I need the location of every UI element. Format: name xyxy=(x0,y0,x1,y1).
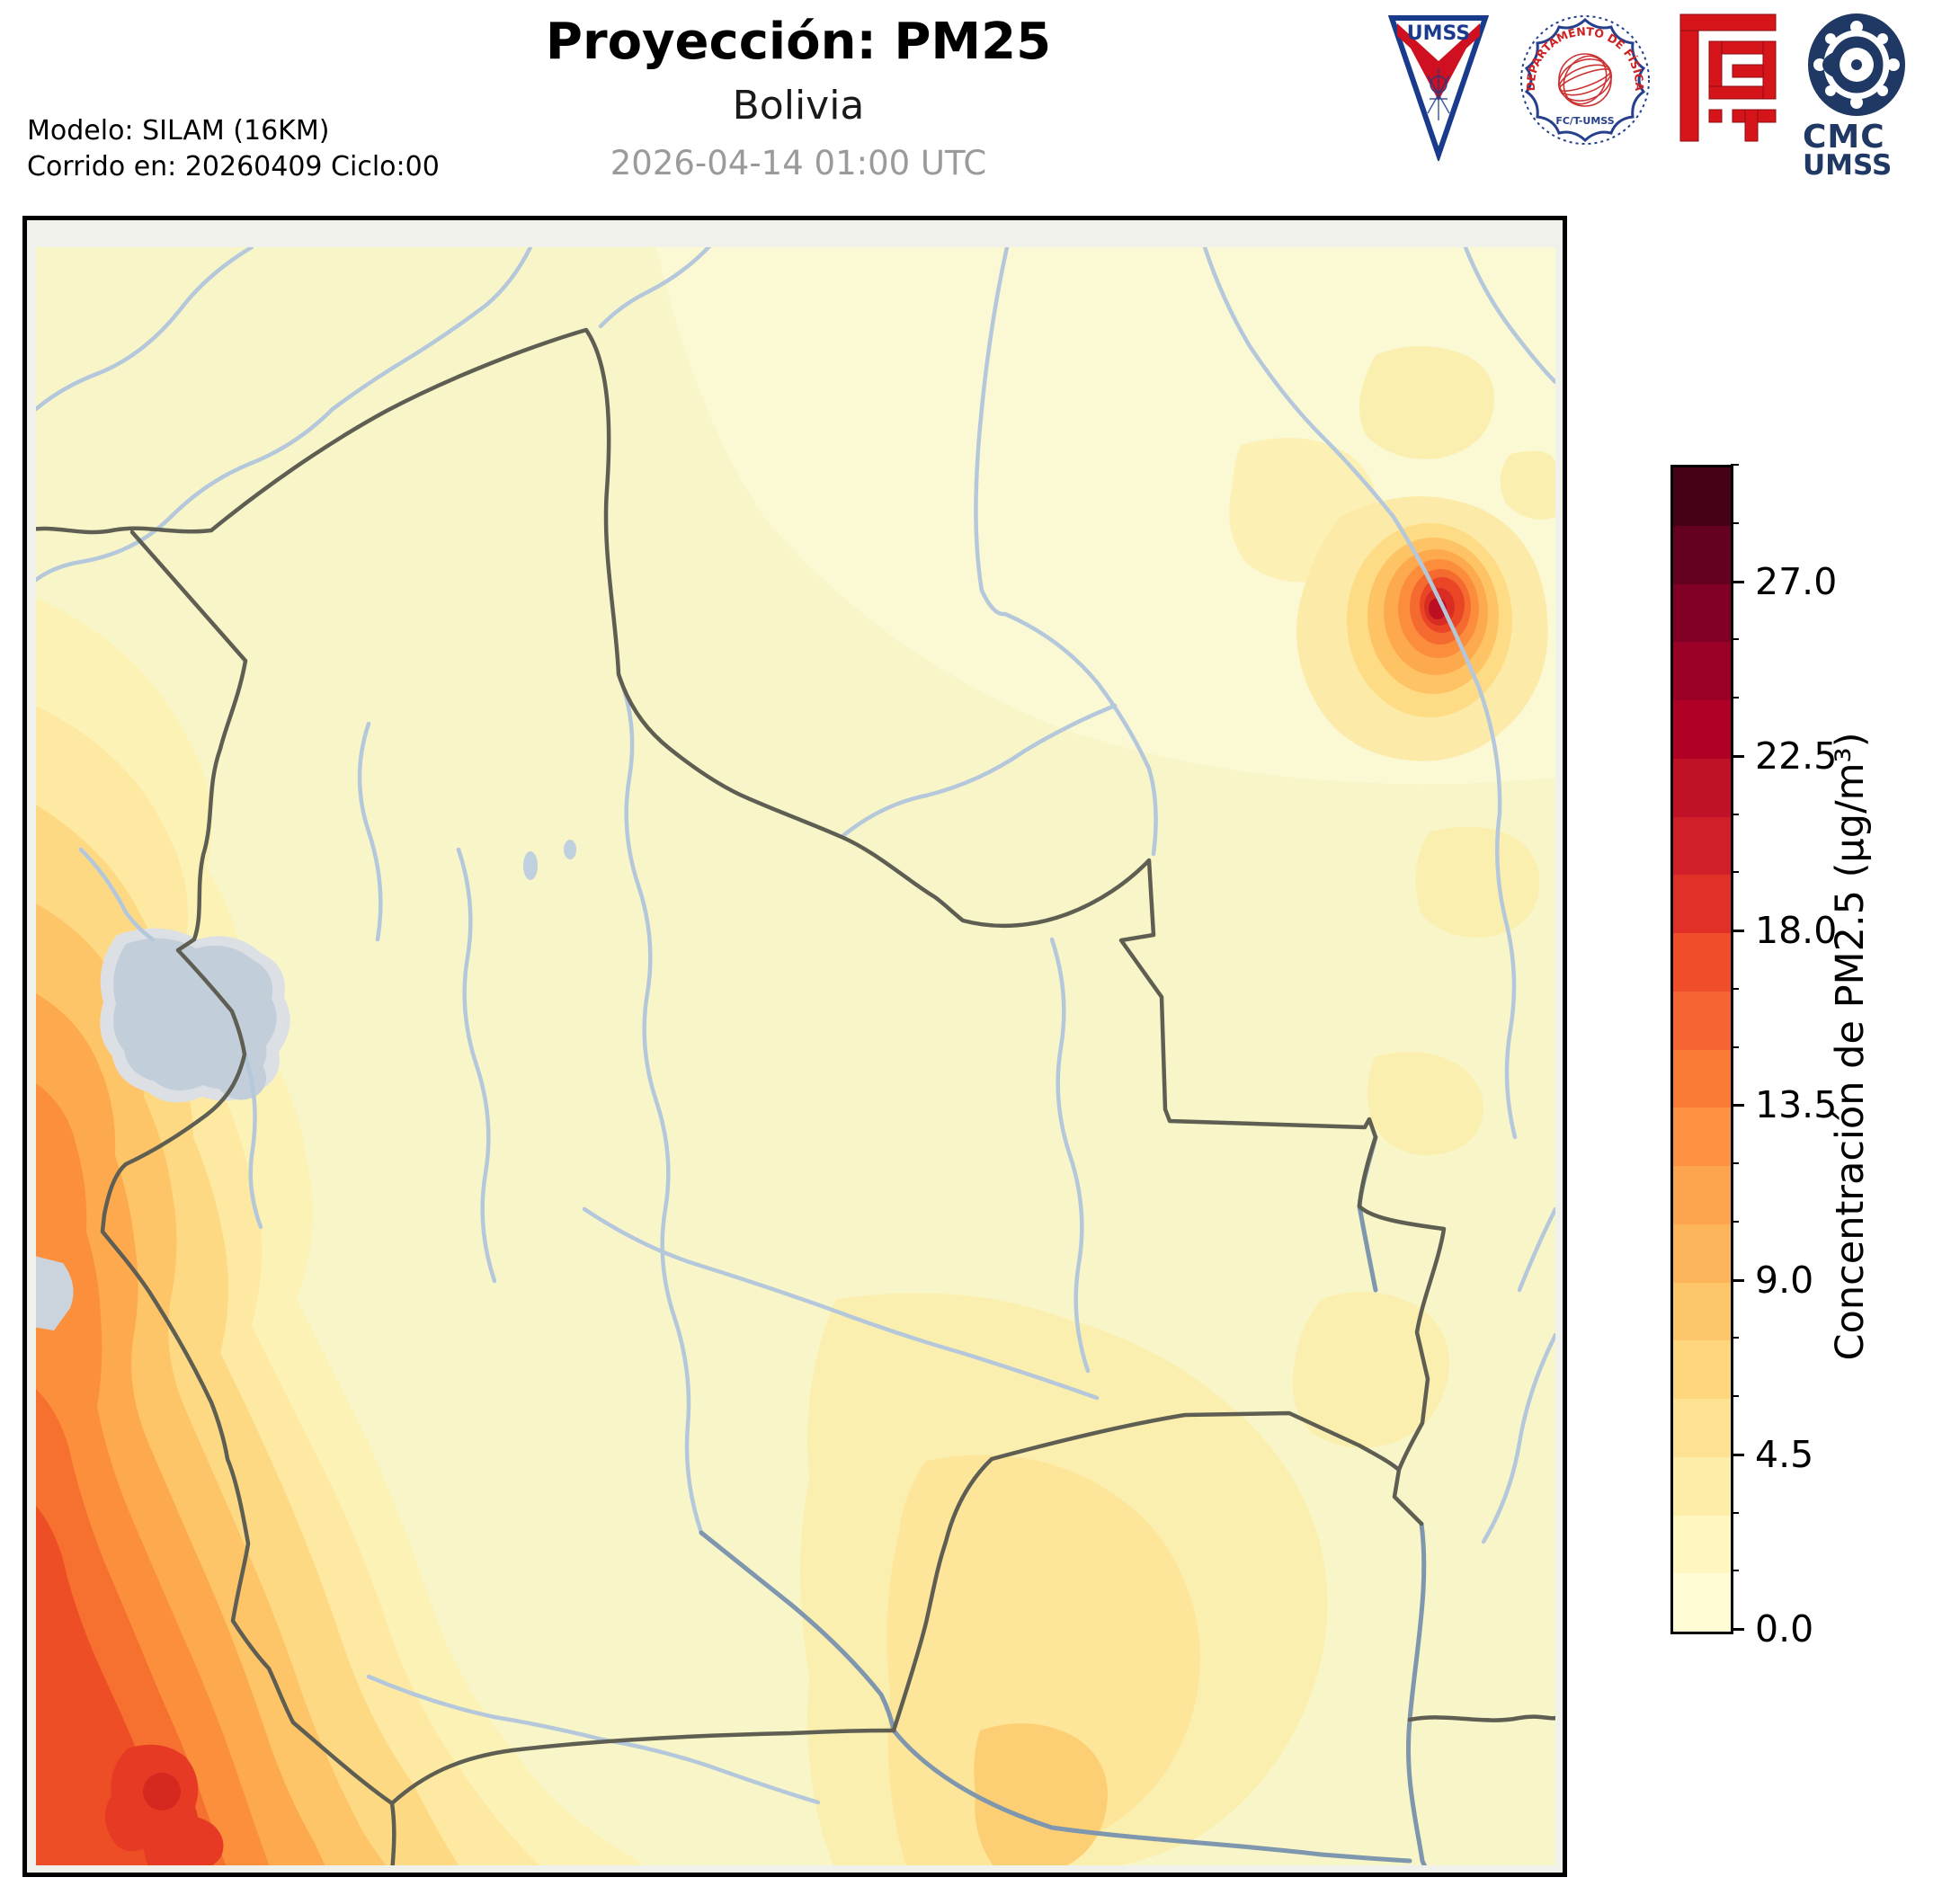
colorbar-major-tick xyxy=(1731,1104,1744,1108)
colorbar-tick-label: 22.5 xyxy=(1755,734,1838,778)
small-lakes xyxy=(36,840,576,1330)
model-info: Modelo: SILAM (16KM) Corrido en: 2026040… xyxy=(27,113,440,185)
pm25-hotspot-northeast xyxy=(1296,496,1548,761)
colorbar-tick-label: 0.0 xyxy=(1755,1607,1814,1650)
umss-pennant-icon: UMSS xyxy=(1387,15,1490,164)
colorbar-minor-tick xyxy=(1731,871,1739,874)
svg-text:UMSS: UMSS xyxy=(1407,22,1470,45)
cmc-umss-logo: CMC UMSS xyxy=(1802,13,1924,182)
colorbar-minor-tick xyxy=(1731,1162,1739,1164)
colorbar-minor-tick xyxy=(1731,1220,1739,1223)
colorbar-minor-tick xyxy=(1731,1045,1739,1048)
forecast-timestamp: 2026-04-14 01:00 UTC xyxy=(610,144,987,182)
colorbar-segment xyxy=(1673,1456,1731,1516)
colorbar-segment xyxy=(1673,1515,1731,1574)
rivers xyxy=(36,247,1555,1805)
colorbar-major-tick xyxy=(1731,1453,1744,1456)
colorbar-minor-tick xyxy=(1731,638,1739,641)
colorbar-minor-tick xyxy=(1731,521,1739,524)
colorbar-major-tick xyxy=(1731,1628,1744,1631)
colorbar-tick-label: 9.0 xyxy=(1755,1258,1814,1302)
colorbar-segment xyxy=(1673,1399,1731,1457)
colorbar-segment xyxy=(1673,816,1731,876)
lake-titicaca xyxy=(100,928,290,1103)
model-name-line: Modelo: SILAM (16KM) xyxy=(27,115,330,147)
colorbar-minor-tick xyxy=(1731,1395,1739,1397)
fcyt-maze-logo xyxy=(1679,13,1777,143)
fisica-seal-logo: DEPARTAMENTO DE FÍSICA FC/T-UMSS xyxy=(1518,13,1652,147)
colorbar-minor-tick xyxy=(1731,987,1739,990)
colorbar-gradient xyxy=(1673,467,1731,1632)
colorbar-segment xyxy=(1673,875,1731,933)
colorbar-segment xyxy=(1673,1223,1731,1283)
colorbar-segment xyxy=(1673,642,1731,700)
map-frame xyxy=(22,216,1567,1877)
bolivia-pm25-map xyxy=(27,220,1563,1873)
southeast-pm-patches xyxy=(800,1292,1449,1865)
page-subtitle: Bolivia xyxy=(732,83,865,129)
cmc-gear-icon xyxy=(1807,13,1905,116)
colorbar xyxy=(1670,465,1733,1634)
colorbar-minor-tick xyxy=(1731,1337,1739,1339)
colorbar-major-tick xyxy=(1731,754,1744,758)
country-borders xyxy=(36,327,1555,1865)
colorbar-segment xyxy=(1673,1166,1731,1224)
northeast-pm-patches xyxy=(1229,346,1555,1156)
logo-bar: UMSS DEPARTAMENTO DE xyxy=(1385,13,1924,182)
colorbar-segment xyxy=(1673,1049,1731,1108)
colorbar-minor-tick xyxy=(1731,1511,1739,1514)
colorbar-segment xyxy=(1673,583,1731,643)
colorbar-segment xyxy=(1673,991,1731,1050)
model-run-line: Corrido en: 20260409 Ciclo:00 xyxy=(27,151,440,182)
colorbar-segment xyxy=(1673,933,1731,992)
colorbar-axis-label: Concentración de PM2.5 (µg/m³) xyxy=(1828,732,1873,1361)
colorbar-minor-tick xyxy=(1731,697,1739,698)
cmc-label: CMC xyxy=(1802,119,1885,156)
colorbar-major-tick xyxy=(1731,580,1744,583)
colorbar-segment xyxy=(1673,758,1731,817)
colorbar-segment xyxy=(1673,700,1731,759)
southwest-pm-maximum xyxy=(104,1744,224,1865)
page-title: Proyección: PM25 xyxy=(545,13,1052,71)
colorbar-tick-label: 13.5 xyxy=(1755,1083,1838,1127)
colorbar-segment xyxy=(1673,1340,1731,1399)
colorbar-segment xyxy=(1673,525,1731,584)
colorbar-major-tick xyxy=(1731,930,1744,932)
colorbar-tick-label: 4.5 xyxy=(1755,1432,1814,1476)
colorbar-tick-label: 18.0 xyxy=(1755,909,1838,952)
fisica-seal-icon: DEPARTAMENTO DE FÍSICA FC/T-UMSS xyxy=(1520,15,1651,145)
colorbar-segment xyxy=(1673,467,1731,526)
fisica-seal-subtext: FC/T-UMSS xyxy=(1556,115,1615,127)
colorbar-minor-tick xyxy=(1731,464,1739,466)
colorbar-major-tick xyxy=(1731,1278,1744,1282)
colorbar-segment xyxy=(1673,1282,1731,1341)
umss-pennant-logo: UMSS xyxy=(1385,13,1492,164)
colorbar-minor-tick xyxy=(1731,1570,1739,1572)
cmc-umss-label: UMSS xyxy=(1802,149,1893,182)
colorbar-segment xyxy=(1673,1573,1731,1632)
fcyt-maze-icon xyxy=(1679,13,1777,142)
colorbar-tick-label: 27.0 xyxy=(1755,559,1838,603)
colorbar-segment xyxy=(1673,1108,1731,1166)
colorbar-minor-tick xyxy=(1731,813,1739,815)
